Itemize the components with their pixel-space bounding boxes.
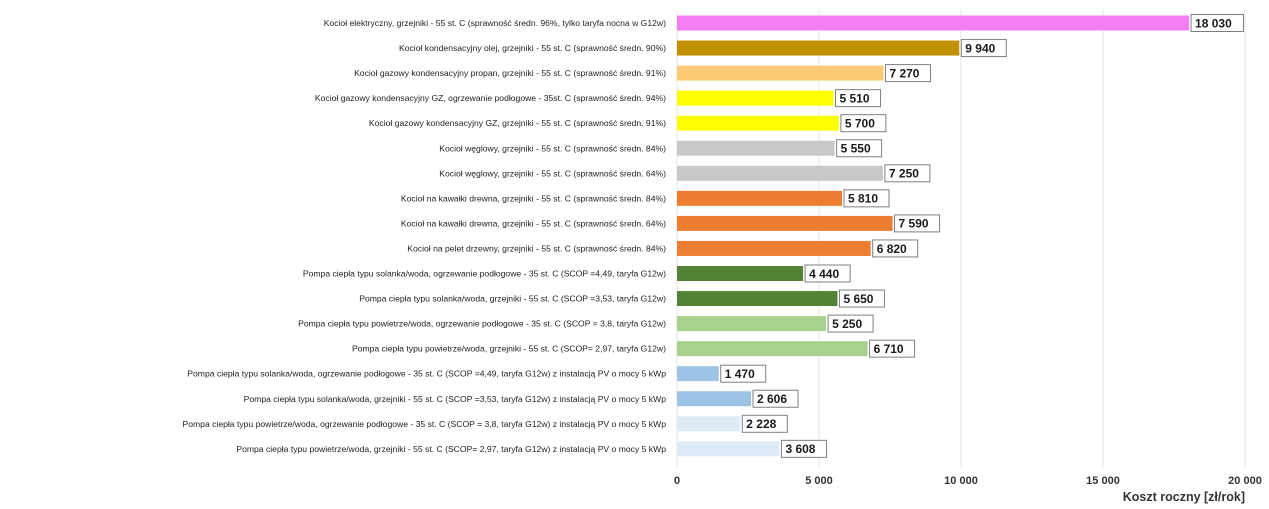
category-label: Kocioł węglowy, grzejniki - 55 st. C (sp…: [439, 168, 666, 178]
value-label-box: [884, 64, 931, 83]
bar: [677, 291, 838, 307]
category-label: Pompa ciepła typu solanka/woda, ogrzewan…: [187, 369, 666, 379]
category-label: Kocioł elektryczny, grzejniki - 55 st. C…: [324, 18, 666, 28]
value-label: 18 030: [1195, 16, 1232, 30]
x-tick-label: 15 000: [1086, 475, 1120, 487]
bar: [677, 215, 893, 231]
value-label: 6 710: [874, 342, 904, 356]
value-label-box: [840, 114, 887, 133]
bar: [677, 165, 883, 181]
value-label: 3 608: [785, 442, 815, 456]
value-label: 5 510: [839, 91, 869, 105]
bar: [677, 190, 843, 206]
value-label: 7 270: [889, 66, 919, 80]
value-label-box: [1190, 14, 1244, 32]
category-label: Kocioł gazowy kondensacyjny propan, grze…: [354, 68, 666, 78]
value-label: 6 820: [877, 242, 907, 256]
bar: [677, 90, 834, 106]
category-labels: Kocioł elektryczny, grzejniki - 55 st. C…: [183, 18, 667, 454]
value-label: 4 440: [809, 267, 839, 281]
category-label: Pompa ciepła typu solanka/woda, grzejnik…: [244, 394, 667, 404]
category-label: Kocioł kondensacyjny olej, grzejniki - 5…: [399, 43, 666, 53]
value-label: 7 590: [899, 217, 929, 231]
category-label: Pompa ciepła typu powietrze/woda, ogrzew…: [183, 419, 667, 429]
value-label-box: [884, 164, 931, 183]
bar: [677, 266, 804, 281]
value-label-box: [872, 239, 919, 258]
value-label-box: [752, 389, 799, 408]
value-label: 9 940: [965, 41, 995, 55]
x-axis-tick-labels: 0 5 000 10 000 15 000 20 000: [674, 475, 1262, 487]
value-label-box: [960, 39, 1007, 58]
x-tick-label: 0: [674, 475, 680, 487]
bar: [677, 40, 960, 56]
category-label: Pompa ciepła typu solanka/woda, grzejnik…: [359, 294, 666, 304]
bar: [677, 15, 1190, 31]
x-tick-label: 20 000: [1228, 475, 1262, 487]
value-label-box: [834, 89, 881, 108]
value-label-box: [836, 139, 883, 158]
value-label-box: [780, 439, 827, 458]
bar: [677, 65, 884, 81]
category-label: Kocioł gazowy kondensacyjny GZ, ogrzewan…: [315, 93, 666, 103]
value-label: 7 250: [889, 167, 919, 181]
value-label-box: [838, 289, 885, 308]
bar: [677, 366, 719, 382]
value-label-box: [827, 314, 874, 333]
value-label-box: [741, 414, 788, 433]
category-label: Kocioł węglowy, grzejniki - 55 st. C (sp…: [439, 143, 666, 153]
category-label: Kocioł na kawałki drewna, grzejniki - 55…: [401, 218, 666, 228]
bar: [677, 316, 827, 332]
value-label-box: [894, 214, 941, 233]
bar: [677, 140, 835, 156]
value-label: 2 228: [746, 417, 776, 431]
value-label: 5 250: [832, 317, 862, 331]
value-label: 2 606: [757, 392, 787, 406]
bar: [677, 441, 780, 457]
value-label-box: [869, 339, 916, 358]
value-label-box: [804, 264, 851, 283]
value-label: 5 650: [843, 292, 873, 306]
bar: [677, 115, 839, 131]
value-label: 5 550: [841, 142, 871, 156]
category-label: Kocioł na pelet drzewny, grzejniki - 55 …: [407, 243, 666, 253]
category-label: Kocioł na kawałki drewna, grzejniki - 55…: [401, 193, 666, 203]
value-label-box: [720, 364, 767, 383]
category-label: Pompa ciepła typu powietrze/woda, ogrzew…: [298, 319, 666, 329]
bars: [677, 15, 1190, 457]
category-label: Kocioł gazowy kondensacyjny GZ, grzejnik…: [369, 118, 666, 128]
value-label: 5 810: [848, 192, 878, 206]
value-labels: 18 030 9 940 7 270 5 510 5 700 5 550 7 250 5 81…: [720, 14, 1244, 458]
value-label: 1 470: [725, 367, 755, 381]
bar: [677, 240, 871, 256]
category-label: Pompa ciepła typu powietrze/woda, grzejn…: [236, 444, 666, 454]
x-tick-label: 10 000: [944, 475, 978, 487]
bar: [677, 391, 752, 407]
x-tick-label: 5 000: [805, 475, 833, 487]
bar: [677, 416, 741, 432]
bar: [677, 341, 868, 357]
x-axis-title: Koszt roczny [zł/rok]: [1123, 490, 1245, 504]
category-label: Pompa ciepła typu solanka/woda, ogrzewan…: [303, 269, 666, 279]
value-label-box: [843, 189, 890, 208]
category-label: Pompa ciepła typu powietrze/woda, grzejn…: [352, 344, 666, 354]
value-label: 5 700: [845, 117, 875, 131]
